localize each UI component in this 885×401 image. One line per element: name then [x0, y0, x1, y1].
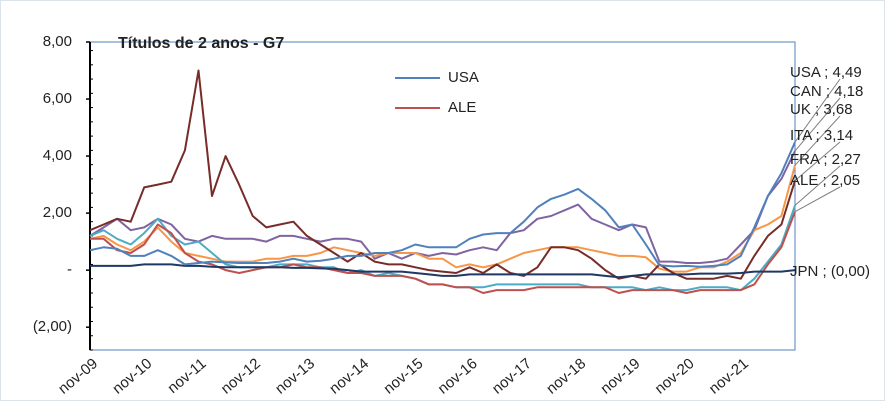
- series-end-label: JPN ; (0,00): [790, 263, 870, 280]
- leader-line: [794, 115, 841, 166]
- y-tick-label: 4,00: [43, 147, 72, 164]
- series-end-label: ALE ; 2,05: [790, 172, 860, 189]
- series-line: [90, 211, 796, 294]
- series-end-label: CAN ; 4,18: [790, 83, 863, 100]
- y-tick-label: 8,00: [43, 33, 72, 50]
- chart-title: Títulos de 2 anos - G7: [118, 35, 284, 52]
- series-end-label: UK ; 3,68: [790, 101, 853, 118]
- legend-label: ALE: [448, 99, 476, 116]
- series-line: [89, 164, 796, 273]
- leader-line: [794, 165, 841, 206]
- y-tick-label: -: [67, 261, 72, 278]
- leader-line: [794, 78, 841, 143]
- series-end-label: ITA ; 3,14: [790, 127, 853, 144]
- leader-line: [794, 97, 841, 152]
- legend-label: USA: [448, 69, 479, 86]
- series-line: [90, 263, 796, 279]
- series-line: [89, 150, 796, 264]
- series-end-label: USA ; 4,49: [790, 64, 862, 81]
- y-tick-label: 2,00: [43, 204, 72, 221]
- leader-line: [794, 141, 841, 181]
- y-tick-label: (2,00): [33, 318, 72, 335]
- y-tick-label: 6,00: [43, 90, 72, 107]
- leader-line: [794, 186, 841, 213]
- series-end-label: FRA ; 2,27: [790, 151, 861, 168]
- series-line: [89, 141, 796, 268]
